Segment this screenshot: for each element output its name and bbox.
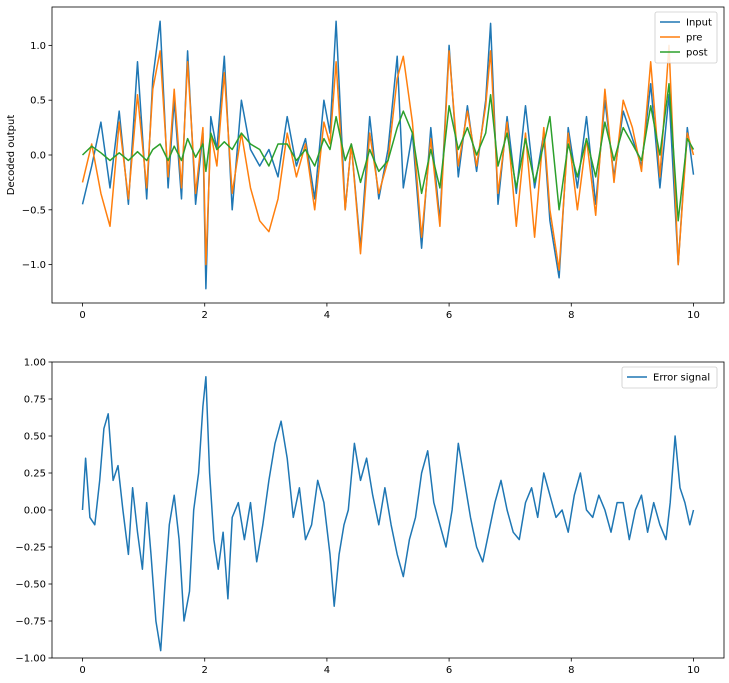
x-tick-label: 8 (568, 665, 574, 676)
x-tick-label: 10 (687, 310, 700, 321)
legend: Error signal (621, 366, 718, 389)
y-tick-label: 0.00 (24, 506, 46, 517)
x-tick-label: 4 (324, 310, 330, 321)
x-tick-label: 2 (202, 665, 208, 676)
chart-2: 0 2 4 6 8 10 −1.00 −0.75 −0.50 −0.25 0.00 0.25 0.50 0… (15, 358, 725, 676)
y-tick-label: −1.0 (22, 260, 46, 271)
legend-label: Error signal (653, 373, 710, 384)
chart-1: 0 2 4 6 8 10 −1.0 −0.5 0.0 0.5 1.0 Decoded output In… (6, 6, 725, 321)
legend-label: Input (686, 18, 712, 29)
x-tick-label: 8 (568, 310, 574, 321)
series-line-error-signal (81, 376, 695, 652)
series-line-pre (81, 44, 695, 271)
x-tick-label: 2 (202, 310, 208, 321)
legend-box (621, 366, 718, 389)
x-tick-label: 6 (446, 310, 452, 321)
legend-label: post (686, 48, 708, 59)
y-tick-label: 0.25 (24, 469, 46, 480)
y-tick-label: 0.75 (24, 395, 46, 406)
y-tick-label: 0.0 (30, 151, 46, 162)
y-tick-label: −1.00 (15, 654, 46, 665)
legend-label: pre (686, 33, 702, 44)
x-tick-label: 4 (324, 665, 330, 676)
series-line-post (81, 82, 695, 222)
x-tick-label: 6 (446, 665, 452, 676)
y-axis-label: Decoded output (6, 115, 17, 196)
y-tick-label: −0.25 (15, 543, 46, 554)
x-tick-label: 10 (687, 665, 700, 676)
legend-box (654, 11, 718, 64)
x-tick-label: 0 (79, 665, 85, 676)
y-tick-label: 0.5 (30, 96, 46, 107)
y-tick-label: −0.5 (22, 205, 46, 216)
y-tick-label: −0.50 (15, 580, 46, 591)
y-tick-label: 0.50 (24, 432, 46, 443)
y-tick-label: −0.75 (15, 617, 46, 628)
y-tick-label: 1.00 (24, 358, 46, 369)
legend: Input pre post (654, 11, 718, 64)
x-tick-label: 0 (79, 310, 85, 321)
y-tick-label: 1.0 (30, 41, 46, 52)
